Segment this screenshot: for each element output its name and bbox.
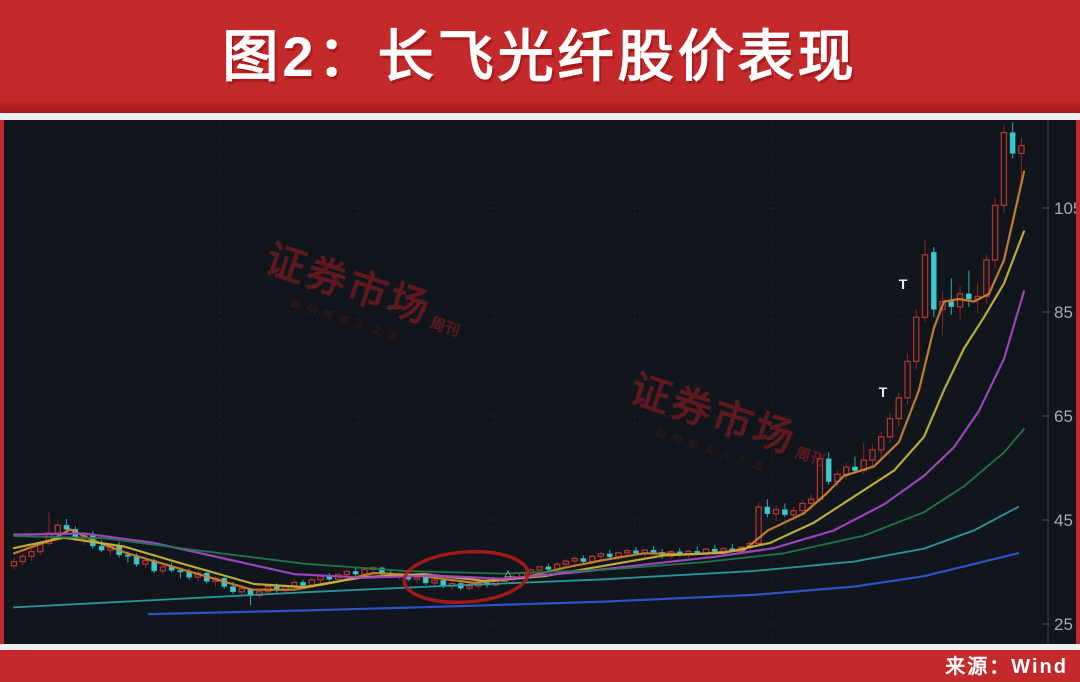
y-tick-label: 105	[1054, 199, 1076, 218]
ma-60-line	[13, 506, 1019, 609]
bottom-separator	[0, 644, 1080, 650]
candle	[921, 254, 929, 318]
candle	[772, 508, 780, 515]
candle	[983, 259, 990, 298]
candle	[125, 554, 131, 557]
candle	[159, 566, 167, 572]
candle	[825, 458, 832, 482]
candle	[650, 549, 657, 553]
figure-title: 图2：长飞光纤股价表现	[222, 24, 858, 88]
candle	[755, 506, 762, 545]
candle	[28, 551, 35, 558]
chart-canvas: 105 85 65 45 25 T T △	[4, 120, 1076, 644]
candle	[431, 579, 438, 584]
candle	[142, 559, 149, 565]
candle	[536, 566, 543, 571]
candle	[177, 570, 184, 573]
candle	[466, 585, 473, 589]
candle	[877, 436, 885, 451]
candlestick-series	[10, 122, 1025, 606]
candle	[413, 576, 421, 580]
candle	[991, 204, 999, 261]
y-axis: 105 85 65 45 25	[1042, 120, 1076, 644]
candle	[300, 582, 306, 586]
candlestick-chart: 10585654525TT△ 证券市场 周刊 聪明投资人之选 证券市场 周刊 聪…	[4, 120, 1076, 644]
candle	[571, 557, 578, 562]
candle	[19, 555, 27, 563]
candle	[633, 550, 639, 554]
frame-footer	[0, 678, 1080, 682]
candle	[913, 316, 920, 363]
title-banner: 图2：长飞光纤股价表现	[0, 0, 1080, 113]
t-mark: T	[879, 384, 888, 400]
candle	[545, 566, 552, 570]
candle	[799, 502, 806, 512]
candle	[965, 293, 972, 300]
candle	[895, 397, 903, 420]
candle	[1009, 132, 1016, 154]
candle	[807, 498, 815, 505]
candle	[422, 576, 429, 584]
source-bar: 来源：Wind	[0, 650, 1080, 678]
ma-mid-line	[12, 230, 1026, 589]
candle	[711, 548, 718, 552]
candle	[10, 560, 18, 567]
candle	[63, 524, 70, 530]
candle	[580, 558, 587, 562]
ma-lines	[12, 170, 1026, 616]
candle	[886, 417, 894, 438]
candle	[842, 466, 850, 475]
candle	[930, 251, 937, 310]
candle	[238, 587, 246, 593]
candle	[790, 509, 797, 516]
y-tick-label: 45	[1054, 511, 1073, 530]
candle	[361, 568, 368, 575]
ma-short-line	[12, 170, 1026, 591]
candle	[816, 457, 824, 500]
candle	[230, 586, 236, 593]
candle	[588, 555, 596, 563]
candle	[948, 301, 955, 308]
candle	[54, 524, 62, 534]
candle	[606, 553, 613, 558]
event-markers: T T △	[505, 276, 908, 578]
ma-30-line	[13, 428, 1025, 575]
highlight-ellipse	[402, 549, 530, 605]
candle	[317, 575, 324, 581]
candle	[904, 360, 911, 399]
candle	[869, 449, 876, 461]
source-label: 来源：Wind	[945, 655, 1068, 678]
price-gridlines	[4, 207, 1048, 625]
candle	[597, 553, 605, 558]
ma-20-line	[12, 290, 1026, 580]
t-mark: T	[899, 276, 908, 292]
candle	[1018, 144, 1025, 155]
vertical-gridlines	[79, 120, 903, 644]
top-separator	[0, 113, 1080, 120]
candle	[98, 545, 105, 551]
candle	[1000, 131, 1008, 207]
candle	[782, 509, 788, 516]
candle	[623, 550, 631, 554]
candle	[352, 571, 359, 575]
y-tick-label: 65	[1054, 407, 1073, 426]
candle	[562, 560, 570, 565]
y-tick-label: 85	[1054, 303, 1073, 322]
candle	[343, 570, 351, 576]
candle	[852, 466, 858, 471]
candle	[764, 506, 771, 515]
ma-120-line	[147, 552, 1020, 616]
y-tick-label: 25	[1054, 615, 1073, 634]
small-marker: △	[505, 568, 512, 578]
